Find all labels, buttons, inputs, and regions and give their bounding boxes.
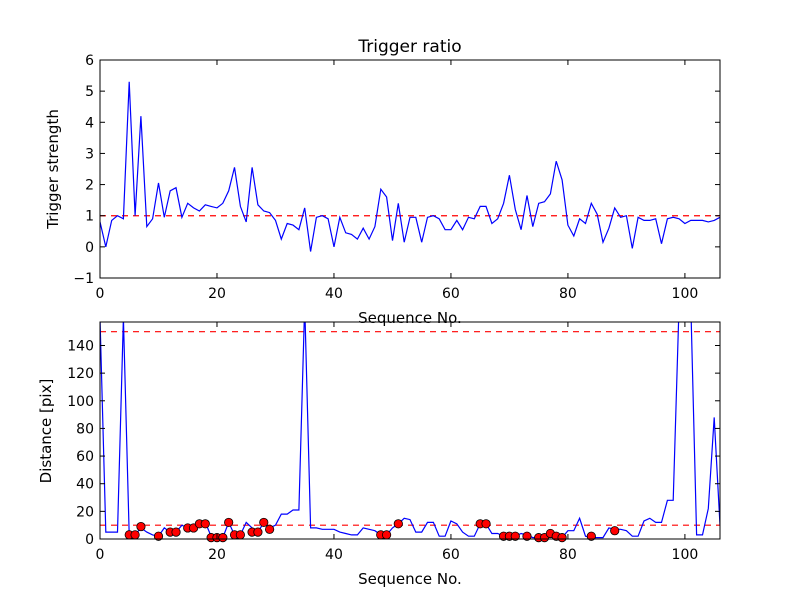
x-tick-label: 20 [208,547,226,563]
data-point-marker [253,527,263,537]
data-point-marker [382,530,392,540]
distance-chart: 0 20 40 60 80 100 0 20 40 60 80 100 120 140 Sequence … [37,321,721,588]
data-point-marker [218,533,228,543]
y-tick-label: 0 [85,532,94,548]
y-axis-label: Trigger strength [44,109,62,230]
data-point-marker [393,519,403,529]
data-point-marker [200,519,210,529]
x-axis-label: Sequence No. [358,570,462,588]
x-tick-label: 80 [559,547,577,563]
data-point-marker [522,531,532,541]
data-point-marker [586,531,596,541]
y-tick-label: 60 [76,449,94,465]
y-tick-label: 120 [67,366,94,382]
x-tick-label: 100 [672,286,699,302]
y-tick-label: 0 [85,240,94,256]
x-tick-label: 60 [442,286,460,302]
plot-area: 0 20 40 60 80 100 0 20 40 60 80 100 120 140 [67,321,721,563]
data-point-marker [130,530,140,540]
data-point-marker [171,527,181,537]
y-tick-label: 80 [76,421,94,437]
y-tick-label: 2 [85,178,94,194]
x-tick-label: 20 [208,286,226,302]
data-point-marker [481,519,491,529]
data-point-marker [153,531,164,541]
x-tick-label: 0 [96,286,105,302]
x-tick-label: 40 [325,547,343,563]
data-point-marker [557,533,567,543]
chart-title: Trigger ratio [357,37,461,57]
y-tick-label: 140 [67,338,94,354]
x-tick-label: 80 [559,286,577,302]
x-tick-label: 60 [442,547,460,563]
data-point-marker [224,517,234,528]
x-tick-label: 100 [672,547,699,563]
y-tick-label: 100 [67,394,94,410]
y-tick-label: 1 [85,209,94,225]
y-tick-label: 20 [76,504,94,520]
x-axis-label: Sequence No. [358,309,462,327]
series-line [100,81,720,252]
y-tick-label: −1 [73,271,94,287]
data-point-marker [259,517,269,528]
data-point-marker [235,530,245,540]
data-point-marker [610,526,620,536]
y-axis-label: Distance [pix] [37,379,55,484]
y-tick-label: 6 [85,53,94,69]
y-tick-label: 4 [85,115,94,131]
data-point-marker [136,521,146,532]
y-tick-label: 3 [85,146,94,162]
y-tick-label: 5 [85,84,94,100]
data-point-marker [265,524,275,534]
y-tick-label: 40 [76,477,94,493]
x-tick-label: 0 [96,547,105,563]
plot-frame [99,321,721,540]
plot-frame [99,59,721,279]
data-point-marker [510,531,520,541]
x-tick-label: 40 [325,286,343,302]
